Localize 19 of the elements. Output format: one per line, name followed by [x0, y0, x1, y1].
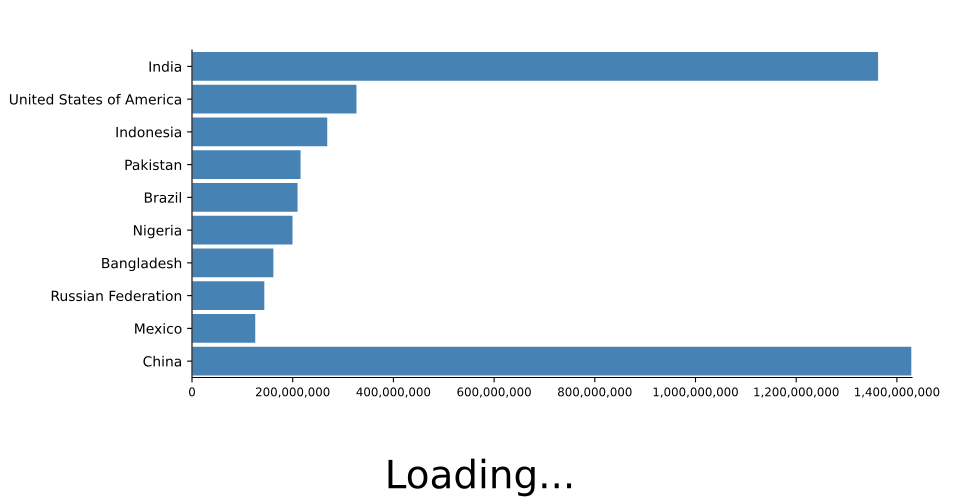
y-tick-label: Brazil	[144, 192, 181, 203]
x-tick-label: 600,000,000	[457, 387, 531, 398]
y-tick-label: Pakistan	[125, 159, 182, 170]
y-tick-label: Nigeria	[134, 224, 182, 238]
x-tick-label: 1,200,000,000	[754, 387, 839, 398]
text: Loading...	[388, 458, 572, 496]
y-tick-label: India	[150, 61, 182, 72]
y-tick-label: China	[143, 356, 182, 367]
y-tick-label: Indonesia	[116, 126, 182, 138]
x-tick-label: 400,000,000	[356, 387, 430, 398]
x-tick-label: 1,400,000,000	[855, 387, 940, 398]
x-tick-label: 0	[189, 387, 195, 396]
y-tick-label: Mexico	[135, 323, 182, 334]
x-tick-label: 1,000,000,000	[654, 387, 738, 398]
y-tick-label: Russian Federation	[52, 290, 182, 302]
x-tick-label: 200,000,000	[256, 387, 330, 398]
y-tick-label: Bangladesh	[102, 258, 182, 272]
x-tick-label: 800,000,000	[558, 387, 632, 398]
y-tick-label: United States of America	[10, 94, 182, 105]
